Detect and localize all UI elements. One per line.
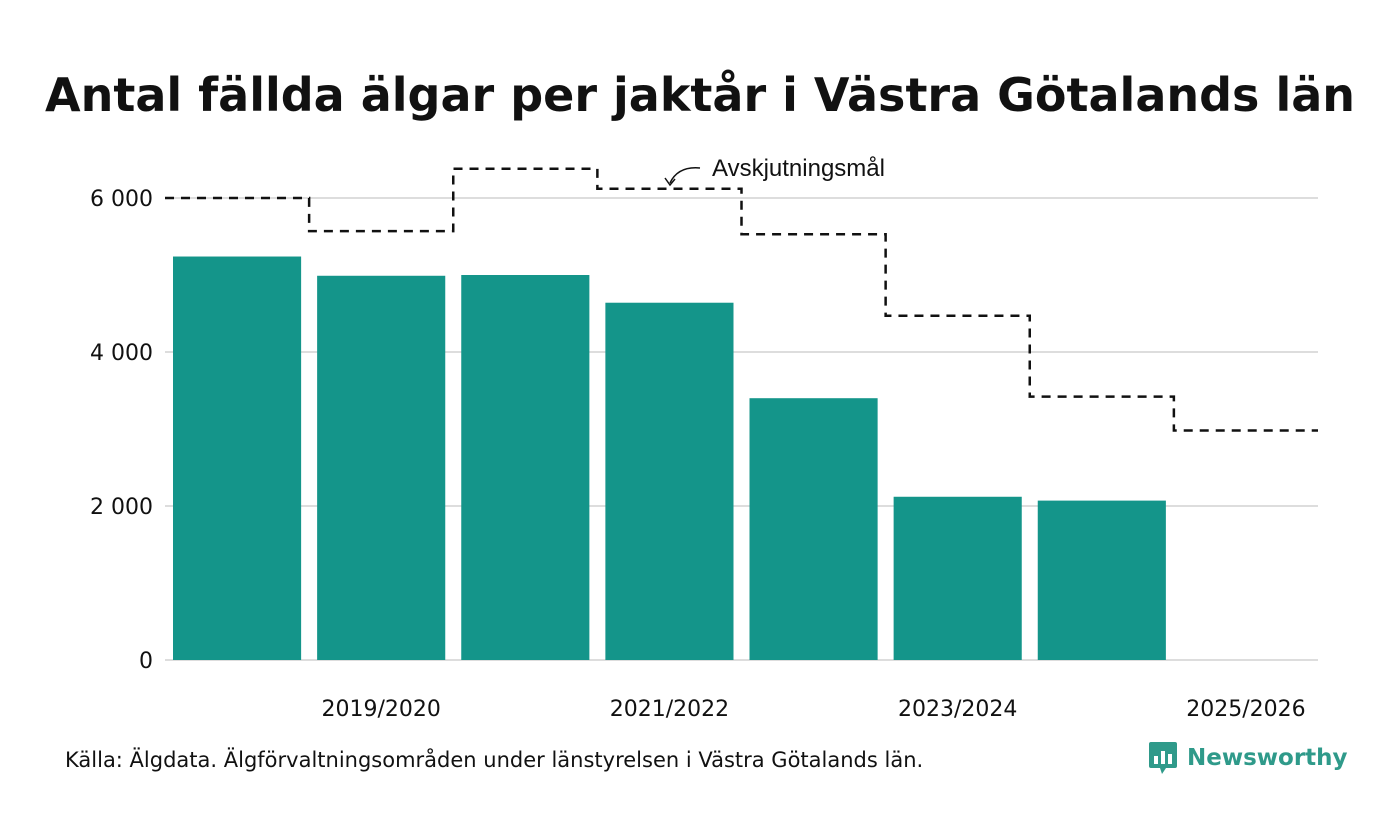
annotation-label: Avskjutningsmål <box>712 155 885 182</box>
bar <box>893 496 1022 660</box>
y-tick-label: 0 <box>139 649 153 674</box>
annotation-arrow <box>669 167 701 184</box>
newsworthy-logo-icon <box>1149 742 1177 774</box>
y-tick-label: 4 000 <box>90 341 153 366</box>
bar <box>605 302 734 660</box>
chart-title: Antal fällda älgar per jaktår i Västra G… <box>44 68 1355 122</box>
bar <box>317 275 446 660</box>
bar <box>1037 500 1166 660</box>
x-axis-ticks: 2019/2020 2021/2022 2023/2024 2025/2026 <box>321 697 1305 722</box>
bar <box>461 275 590 660</box>
annotation-arrowhead <box>664 177 676 187</box>
y-tick-label: 6 000 <box>90 187 153 212</box>
bar <box>173 256 302 660</box>
x-tick-label: 2023/2024 <box>898 697 1017 722</box>
x-tick-label: 2021/2022 <box>610 697 729 722</box>
brand-name: Newsworthy <box>1187 745 1348 771</box>
bars <box>173 256 1166 660</box>
y-axis-ticks: 0 2 000 4 000 6 000 <box>90 187 153 674</box>
x-tick-label: 2025/2026 <box>1186 697 1305 722</box>
bar <box>749 398 878 660</box>
source-note: Källa: Älgdata. Älgförvaltningsområden u… <box>65 748 924 772</box>
annotation: Avskjutningsmål <box>664 155 885 187</box>
y-tick-label: 2 000 <box>90 495 153 520</box>
chart: 0 2 000 4 000 6 000 2019/2020 2021/2022 2023/… <box>90 155 1318 722</box>
x-tick-label: 2019/2020 <box>321 697 440 722</box>
brand: Newsworthy <box>1148 741 1348 775</box>
